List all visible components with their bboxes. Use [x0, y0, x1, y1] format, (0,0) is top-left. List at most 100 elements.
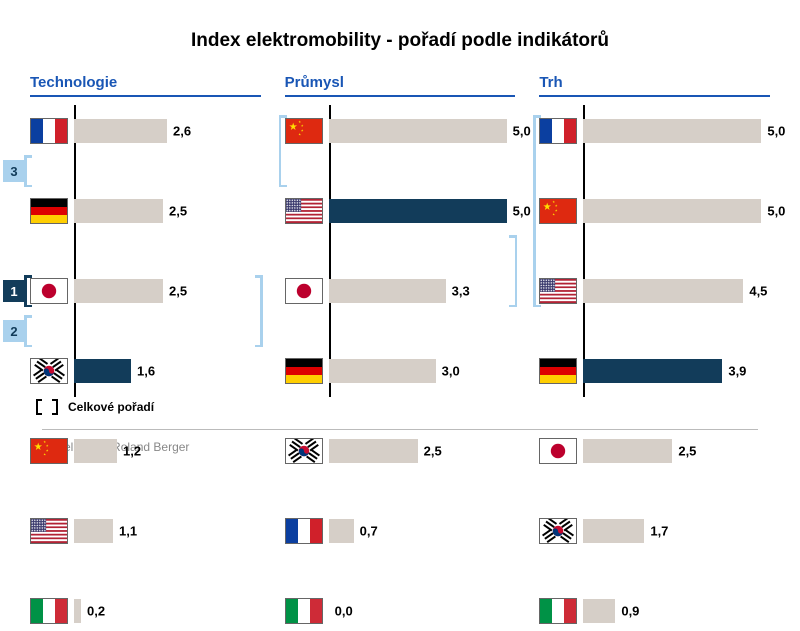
bar-value-label: 1,1 — [119, 524, 137, 539]
bar-row: 0,9 — [539, 591, 770, 631]
rank-box: 1 — [3, 280, 25, 302]
bar-track: 5,0 — [329, 118, 516, 144]
cn-flag-icon — [285, 118, 323, 144]
bar — [74, 359, 131, 383]
column: Technologie2,62,52,51,61,21,10,2312Celko… — [30, 74, 261, 415]
bar-track: 5,0 — [583, 198, 770, 224]
bars-area: 2,62,52,51,61,21,10,2312 — [30, 111, 261, 391]
de-flag-icon — [285, 358, 323, 384]
bar — [583, 599, 615, 623]
bar-track: 1,6 — [74, 358, 261, 384]
chart-root: Index elektromobility - pořadí podle ind… — [0, 0, 800, 464]
bar-row: 1,7 — [539, 511, 770, 551]
bar-value-label: 1,7 — [650, 524, 668, 539]
bar-value-label: 0,0 — [335, 604, 353, 619]
us-flag-icon — [30, 518, 68, 544]
bar-row: 0,0 — [285, 591, 516, 631]
fr-flag-icon — [539, 118, 577, 144]
bar — [329, 519, 354, 543]
bar-value-label: 3,0 — [442, 364, 460, 379]
bar — [583, 199, 761, 223]
de-flag-icon — [539, 358, 577, 384]
bar-row: 2,6 — [30, 111, 261, 151]
footer-divider — [42, 429, 758, 430]
bars-area: 5,05,04,53,92,51,70,9 — [539, 111, 770, 391]
it-flag-icon — [285, 598, 323, 624]
kr-flag-icon — [285, 438, 323, 464]
bar — [583, 439, 672, 463]
bar-value-label: 5,0 — [767, 124, 785, 139]
bar-row: 1,2 — [30, 431, 261, 471]
column: Průmysl5,05,03,33,02,50,70,0 — [285, 74, 516, 415]
jp-flag-icon — [539, 438, 577, 464]
cn-flag-icon — [539, 198, 577, 224]
bar — [74, 279, 163, 303]
rank-bracket — [24, 155, 34, 187]
bar-row: 3,3 — [285, 271, 516, 311]
bar-row: 2,5 — [539, 431, 770, 471]
bar — [329, 119, 507, 143]
bar-row: 0,7 — [285, 511, 516, 551]
bar-track: 4,5 — [583, 278, 770, 304]
bar-track: 5,0 — [583, 118, 770, 144]
bar-row: 3,9 — [539, 351, 770, 391]
columns: Technologie2,62,52,51,61,21,10,2312Celko… — [30, 74, 770, 415]
bar-row: 5,0 — [285, 111, 516, 151]
bar — [329, 439, 418, 463]
bar-value-label: 1,2 — [123, 444, 141, 459]
bar — [74, 519, 113, 543]
cn-flag-icon — [30, 438, 68, 464]
column-header: Průmysl — [285, 74, 516, 97]
chart-title: Index elektromobility - pořadí podle ind… — [30, 30, 770, 52]
bar-value-label: 2,5 — [169, 204, 187, 219]
bar-track: 1,7 — [583, 518, 770, 544]
bar-row: 5,0 — [539, 191, 770, 231]
bar-value-label: 2,6 — [173, 124, 191, 139]
bar-track: 0,2 — [74, 598, 261, 624]
bar-track: 2,5 — [583, 438, 770, 464]
legend-label: Celkové pořadí — [68, 400, 154, 414]
us-flag-icon — [539, 278, 577, 304]
bar-value-label: 1,6 — [137, 364, 155, 379]
it-flag-icon — [30, 598, 68, 624]
bar-value-label: 2,5 — [424, 444, 442, 459]
legend: Celkové pořadí — [36, 399, 261, 415]
bar — [329, 199, 507, 223]
bar-track: 5,0 — [329, 198, 516, 224]
bar-track: 2,6 — [74, 118, 261, 144]
bar — [329, 359, 436, 383]
de-flag-icon — [30, 198, 68, 224]
rank-bracket — [24, 315, 34, 347]
bar — [583, 119, 761, 143]
bar-value-label: 2,5 — [169, 284, 187, 299]
bar-track: 2,5 — [74, 278, 261, 304]
bar — [583, 279, 743, 303]
bar-row: 1,1 — [30, 511, 261, 551]
bar-track: 2,5 — [329, 438, 516, 464]
bar-track: 0,0 — [329, 598, 516, 624]
bar-value-label: 3,3 — [452, 284, 470, 299]
fr-flag-icon — [285, 518, 323, 544]
bar-value-label: 2,5 — [678, 444, 696, 459]
column: Trh5,05,04,53,92,51,70,9 — [539, 74, 770, 415]
bar — [329, 279, 446, 303]
bar-track: 0,7 — [329, 518, 516, 544]
bar-row: 5,0 — [539, 111, 770, 151]
bar-track: 0,9 — [583, 598, 770, 624]
bar — [583, 519, 644, 543]
bar-row: 1,6 — [30, 351, 261, 391]
rank-box: 2 — [3, 320, 25, 342]
bar-value-label: 0,2 — [87, 604, 105, 619]
legend-bracket-icon — [36, 399, 62, 415]
column-header: Technologie — [30, 74, 261, 97]
bar-row: 4,5 — [539, 271, 770, 311]
bar-track: 3,9 — [583, 358, 770, 384]
bar-row: 2,5 — [285, 431, 516, 471]
jp-flag-icon — [285, 278, 323, 304]
it-flag-icon — [539, 598, 577, 624]
bars-area: 5,05,03,33,02,50,70,0 — [285, 111, 516, 391]
bar-row: 3,0 — [285, 351, 516, 391]
fr-flag-icon — [30, 118, 68, 144]
us-flag-icon — [285, 198, 323, 224]
jp-flag-icon — [30, 278, 68, 304]
